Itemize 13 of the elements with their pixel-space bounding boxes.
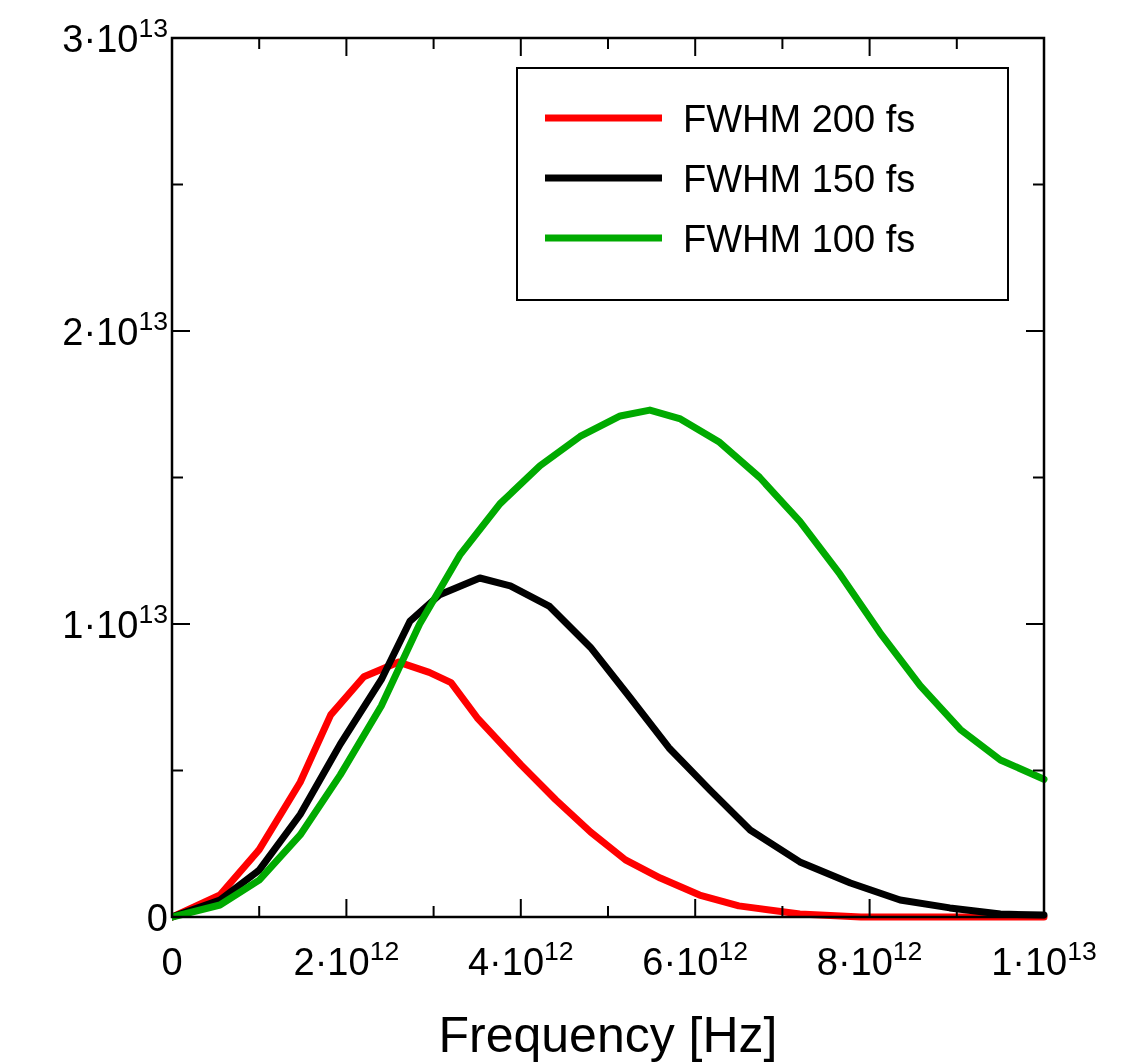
y-tick-label: 1·10$^{13}$ [62,599,168,646]
x-tick-label: 4·10$^{12}$ [467,936,574,983]
y-tick-label: 3·10$^{13}$ [62,13,168,60]
x-tick-label: 6·10$^{12}$ [642,936,749,983]
x-tick-label: 1·10$^{13}$ [991,936,1097,983]
x-tick-label: 8·10$^{12}$ [816,936,923,983]
y-tick-label: 0 [146,897,168,939]
x-tick-label: 2·10$^{12}$ [293,936,400,983]
legend-label: FWHM 150 fs [683,158,916,200]
legend-label: FWHM 100 fs [683,218,916,260]
x-axis-title: Frequency [Hz] [438,1007,778,1063]
legend-label: FWHM 200 fs [683,98,916,140]
y-tick-label: 2·10$^{13}$ [62,306,168,353]
